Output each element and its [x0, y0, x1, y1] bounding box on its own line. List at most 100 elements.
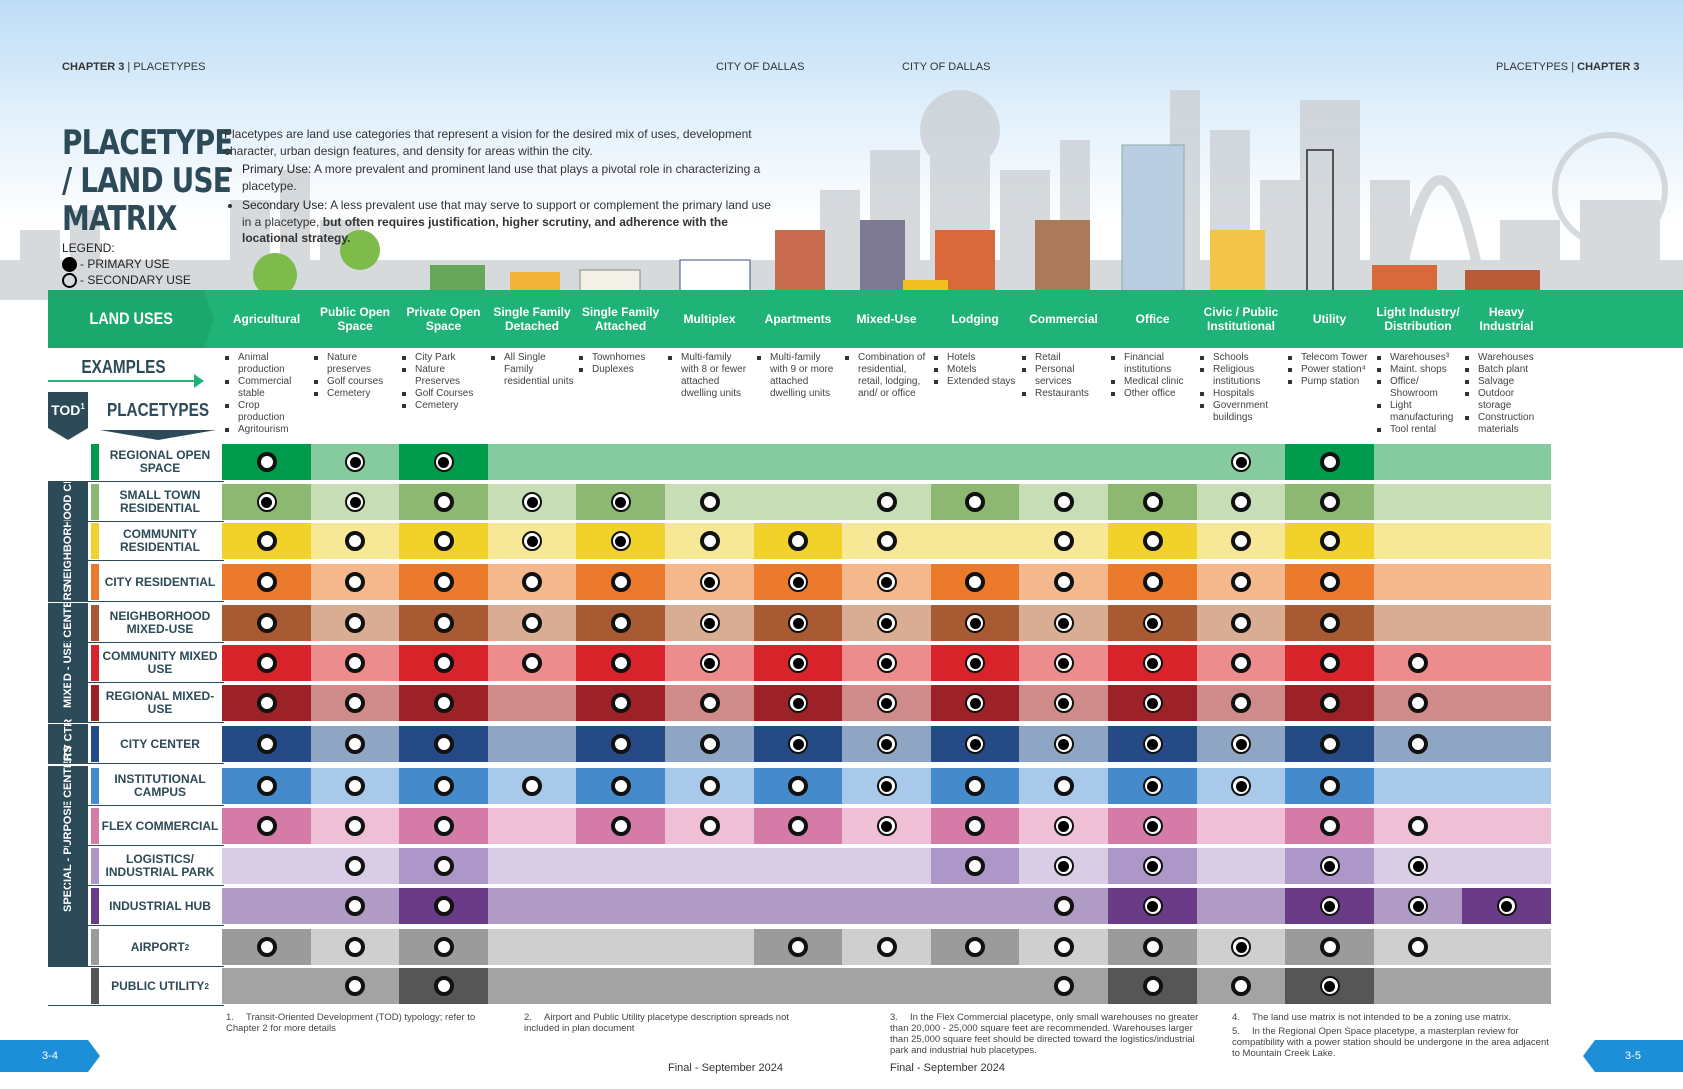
matrix-cell: [842, 685, 931, 721]
matrix-cell: [1462, 888, 1551, 924]
secondary-use-icon: [1231, 653, 1251, 673]
primary-use-icon: [610, 492, 631, 512]
placetype-label: COMMUNITY MIXED USE: [96, 645, 224, 681]
primary-use-icon: [1231, 734, 1251, 754]
matrix-cell: [1374, 523, 1462, 559]
matrix-cell: [842, 523, 931, 559]
secondary-use-icon: [433, 572, 454, 592]
example-item: Nature preserves: [313, 352, 397, 376]
example-item: Commercial stable: [224, 376, 309, 400]
secondary-use-icon: [610, 776, 631, 796]
matrix-cell: [665, 726, 754, 762]
matrix-cell: [754, 726, 842, 762]
column-header-7: Mixed-Use: [856, 312, 917, 326]
primary-use-icon: [1231, 776, 1251, 796]
matrix-cell: [222, 968, 311, 1004]
column-header-11: Civic / Public Institutional: [1203, 305, 1279, 333]
examples-column: Telecom Tower Power station⁴ Pump station: [1287, 352, 1372, 388]
tod-sup: 1: [80, 402, 85, 411]
intro-paragraph: Placetypes are land use categories that …: [224, 127, 752, 158]
matrix-cell: [1108, 888, 1197, 924]
primary-use-icon: [965, 693, 985, 713]
matrix-cell: [399, 484, 488, 520]
matrix-cell: [1374, 685, 1462, 721]
example-item: Nature Preserves: [401, 364, 486, 388]
example-item: Animal production: [224, 352, 309, 376]
matrix-cell: [1108, 968, 1197, 1004]
secondary-use-icon: [610, 572, 631, 592]
primary-use-icon: [876, 572, 897, 592]
primary-use-icon: [1053, 613, 1074, 633]
matrix-cell: [754, 968, 842, 1004]
matrix-cell: [1462, 523, 1551, 559]
secondary-use-icon: [788, 776, 808, 796]
matrix-cell: [665, 929, 754, 965]
group-label: CITY CTR: [48, 719, 88, 769]
matrix-cell: [1197, 564, 1285, 600]
secondary-use-icon: [256, 572, 277, 592]
primary-use-icon: [62, 256, 77, 272]
primary-use-icon: [788, 653, 808, 673]
example-item: City Park: [401, 352, 486, 364]
matrix-cell: [931, 605, 1019, 641]
examples-column: Combination of residential, retail, lodg…: [844, 352, 929, 400]
secondary-use-icon: [256, 937, 277, 957]
row-color-marker: [91, 808, 99, 844]
secondary-use-icon: [256, 531, 277, 551]
header-city-right: CITY OF DALLAS: [902, 61, 991, 73]
matrix-cell: [399, 726, 488, 762]
matrix-cell: [1197, 848, 1285, 884]
secondary-use-icon: [1053, 896, 1074, 916]
matrix-cell: [222, 848, 311, 884]
matrix-cell: [1108, 848, 1197, 884]
row-divider: [48, 925, 224, 926]
matrix-cell: [665, 685, 754, 721]
secondary-use-icon: [522, 653, 542, 673]
matrix-cell: [1374, 726, 1462, 762]
placetype-label: PUBLIC UTILITY 2: [96, 968, 224, 1004]
primary-use-icon: [345, 452, 365, 472]
matrix-cell: [311, 685, 399, 721]
matrix-cell: [665, 888, 754, 924]
page-title: PLACETYPE / LAND USE MATRIX: [62, 124, 233, 238]
footnote-5: 5. In the Regional Open Space placetype, …: [1232, 1026, 1556, 1059]
matrix-cell: [665, 768, 754, 804]
matrix-cell: [1462, 484, 1551, 520]
matrix-cell: [1285, 929, 1374, 965]
example-item: Multi-family with 9 or more attached dwe…: [756, 352, 840, 400]
primary-use-icon: [1142, 693, 1163, 713]
matrix-cell: [488, 848, 576, 884]
matrix-cell: [1374, 484, 1462, 520]
matrix-cell: [576, 564, 665, 600]
secondary-use-icon: [433, 531, 454, 551]
matrix-cell: [576, 726, 665, 762]
secondary-use-icon: [1319, 572, 1340, 592]
land-uses-text: LAND USES: [89, 309, 173, 328]
matrix-cell: [1019, 523, 1108, 559]
matrix-cell: [576, 523, 665, 559]
secondary-use-icon: [345, 856, 365, 876]
secondary-use-icon: [345, 976, 365, 996]
matrix-cell: [1285, 523, 1374, 559]
footnote-4: 4. The land use matrix is not intended to…: [1232, 1012, 1556, 1023]
matrix-cell: [754, 605, 842, 641]
matrix-cell: [1374, 564, 1462, 600]
matrix-cell: [1374, 768, 1462, 804]
placetype-label: REGIONAL OPEN SPACE: [96, 444, 224, 480]
matrix-cell: [488, 645, 576, 681]
matrix-cell: [488, 523, 576, 559]
primary-use-icon: [1053, 816, 1074, 836]
matrix-cell: [931, 768, 1019, 804]
matrix-cell: [931, 523, 1019, 559]
placetypes-text: PLACETYPES: [106, 400, 210, 420]
secondary-use-icon: [1231, 531, 1251, 551]
primary-use-icon: [699, 653, 720, 673]
matrix-cell: [222, 645, 311, 681]
placetype-name: INDUSTRIAL HUB: [109, 898, 211, 913]
matrix-cell: [311, 523, 399, 559]
footer-right: Final - September 2024: [890, 1062, 1005, 1074]
secondary-use-icon: [345, 653, 365, 673]
group-label: NEIGHBORHOOD CENTERS: [48, 439, 88, 602]
secondary-use-icon: [522, 572, 542, 592]
matrix-cell: [842, 564, 931, 600]
